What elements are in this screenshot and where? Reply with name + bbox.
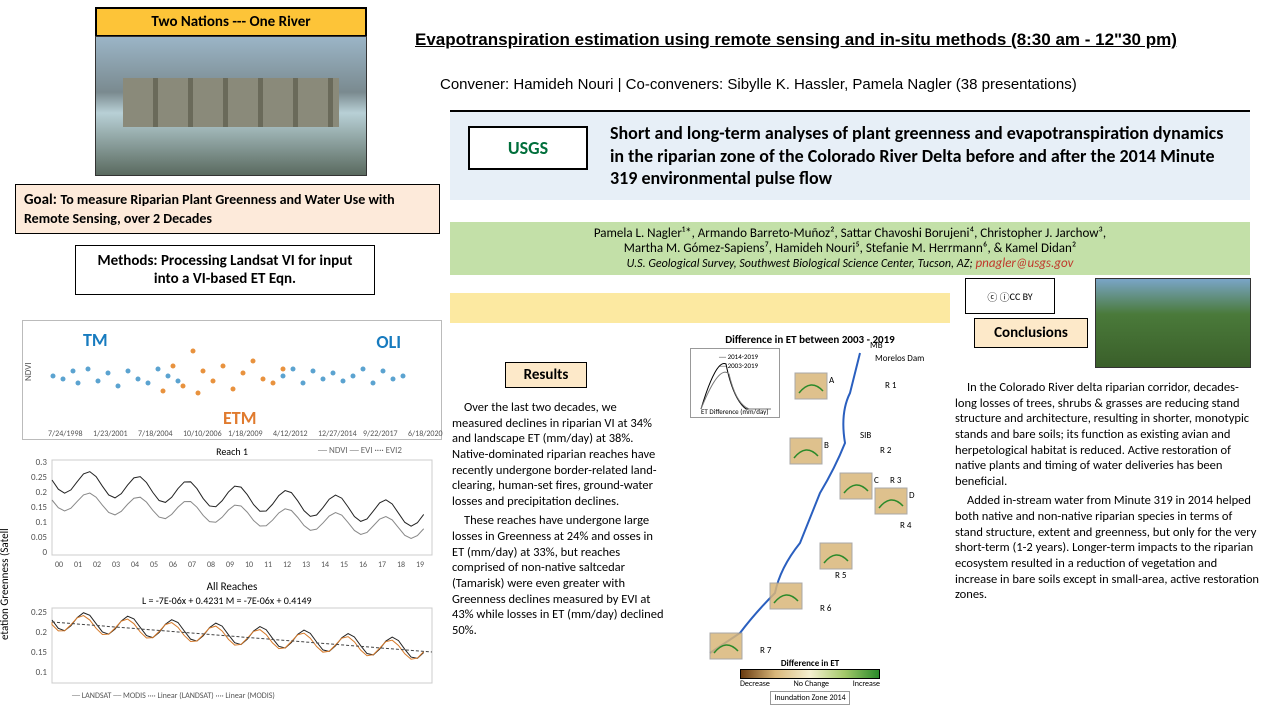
svg-text:0.2: 0.2 (36, 487, 48, 498)
results-heading: Results (505, 362, 587, 388)
svg-text:0.1: 0.1 (36, 517, 48, 528)
goal-text: To measure Riparian Plant Greenness and … (24, 191, 395, 227)
svg-text:15: 15 (340, 560, 348, 570)
svg-text:7/24/1998: 7/24/1998 (48, 429, 83, 439)
svg-text:00: 00 (55, 560, 63, 570)
svg-text:── LANDSAT ── MODIS ···· Lin: ── LANDSAT ── MODIS ···· Linear (LANDSAT… (71, 691, 275, 701)
svg-text:11: 11 (264, 560, 272, 570)
vegetation-photo (1095, 278, 1251, 368)
svg-text:R 3: R 3 (890, 475, 902, 486)
dam-photo (95, 36, 367, 176)
svg-text:03: 03 (112, 560, 120, 570)
svg-text:D: D (909, 490, 915, 501)
svg-text:R 1: R 1 (885, 380, 897, 391)
line-chart-all-reaches: All Reaches L = -7E-06x + 0.4231 M = -7E… (22, 580, 442, 720)
et-diff-legend: Difference in ET DecreaseNo ChangeIncrea… (740, 658, 880, 705)
svg-text:1/18/2009: 1/18/2009 (228, 429, 263, 439)
svg-text:0.15: 0.15 (31, 502, 47, 513)
usgs-logo: USGS (508, 137, 548, 159)
svg-text:0.2: 0.2 (36, 627, 48, 638)
allreaches-svg: 0.25 0.2 0.15 0.1 ── LANDSAT ── MODIS ···· L… (22, 580, 442, 720)
svg-text:B: B (824, 440, 829, 451)
svg-text:01: 01 (74, 560, 82, 570)
session-title: Evapotranspiration estimation using remo… (415, 30, 1255, 50)
svg-text:08: 08 (207, 560, 215, 570)
svg-text:0.05: 0.05 (31, 532, 47, 543)
authors-line-2: Martha M. Gómez-Sapiens⁷, Hamideh Nouri⁵… (456, 241, 1244, 256)
reach1-svg: 0.30.250.20.150.10.050000102030405060708… (22, 445, 442, 575)
results-p1: Over the last two decades, we measured d… (452, 400, 667, 509)
svg-text:09: 09 (226, 560, 234, 570)
scatter-svg: 7/24/1998 1/23/2001 7/18/2004 10/10/2006 1/1… (23, 321, 443, 441)
main-poster-title: Short and long-term analyses of plant gr… (610, 122, 1236, 190)
svg-text:R 7: R 7 (760, 645, 772, 656)
svg-text:R 5: R 5 (835, 570, 847, 581)
svg-text:10/10/2006: 10/10/2006 (183, 429, 222, 439)
difference-map: Difference in ET between 2003 - 2019 ── … (680, 333, 940, 713)
svg-text:19: 19 (416, 560, 424, 570)
svg-text:18: 18 (397, 560, 405, 570)
conclusions-heading: Conclusions (974, 318, 1088, 348)
svg-text:07: 07 (188, 560, 196, 570)
svg-text:17: 17 (378, 560, 386, 570)
svg-text:0.3: 0.3 (36, 457, 48, 468)
svg-text:MB: MB (870, 340, 883, 351)
svg-text:A: A (829, 375, 835, 386)
conclusions-text: In the Colorado River delta riparian cor… (955, 380, 1260, 607)
scatter-chart-ndvi: TM OLI ETM 7/24/19981/23/20017/18/200410… (22, 320, 442, 440)
svg-text:R 6: R 6 (820, 603, 832, 614)
svg-text:05: 05 (150, 560, 158, 570)
title-band: USGS Short and long-term analyses of pla… (450, 110, 1250, 200)
svg-text:4/12/2012: 4/12/2012 (273, 429, 308, 439)
results-text: Over the last two decades, we measured d… (452, 400, 667, 642)
cc-by-badge: ⓒ ⓘCC BY (965, 278, 1055, 314)
svg-text:12/27/2014: 12/27/2014 (318, 429, 357, 439)
svg-text:NDVI: NDVI (23, 362, 34, 381)
contact-email: pnagler@usgs.gov (976, 256, 1074, 271)
svg-text:0.25: 0.25 (31, 607, 47, 618)
author-band: Pamela L. Nagler¹*, Armando Barreto-Muño… (450, 222, 1250, 275)
convener-line: Convener: Hamideh Nouri | Co-conveners: … (440, 76, 1250, 93)
affiliation: U.S. Geological Survey, Southwest Biolog… (627, 257, 973, 271)
conclusions-p1: In the Colorado River delta riparian cor… (955, 380, 1260, 489)
goal-label: Goal: (24, 191, 57, 209)
svg-text:10: 10 (245, 560, 253, 570)
svg-text:1/23/2001: 1/23/2001 (93, 429, 128, 439)
line-chart-reach1: Reach 1 ── NDVI ── EVI ···· EVI2 0.30.25… (22, 445, 442, 575)
svg-text:SIB: SIB (860, 430, 871, 441)
svg-text:02: 02 (93, 560, 101, 570)
svg-text:04: 04 (131, 560, 139, 570)
svg-text:0: 0 (42, 547, 47, 558)
svg-text:6/18/2020: 6/18/2020 (408, 429, 443, 439)
results-p2: These reaches have undergone large losse… (452, 513, 667, 638)
svg-text:0.1: 0.1 (36, 667, 48, 678)
svg-text:7/18/2004: 7/18/2004 (138, 429, 173, 439)
yellow-strip (450, 293, 950, 323)
svg-text:Morelos Dam: Morelos Dam (875, 353, 924, 364)
usgs-logo-box: USGS (468, 126, 588, 170)
banner-two-nations: Two Nations --- One River (95, 7, 367, 37)
svg-text:13: 13 (302, 560, 310, 570)
svg-text:0.15: 0.15 (31, 647, 47, 658)
goal-box: Goal: To measure Riparian Plant Greennes… (15, 184, 440, 234)
svg-text:9/22/2017: 9/22/2017 (363, 429, 398, 439)
svg-text:R 2: R 2 (880, 445, 892, 456)
authors-line-1: Pamela L. Nagler¹*, Armando Barreto-Muño… (456, 226, 1244, 241)
svg-text:16: 16 (359, 560, 367, 570)
river-svg: MB Morelos Dam R 1 SIB R 2 R 3 R 4 R 5 R 6 R 7 A B C… (680, 333, 940, 693)
rotated-ylabel: etation Greenness (Satell (0, 528, 11, 640)
svg-text:0.25: 0.25 (31, 472, 47, 483)
svg-text:06: 06 (169, 560, 177, 570)
conclusions-p2: Added in-stream water from Minute 319 in… (955, 493, 1260, 602)
methods-box: Methods: Processing Landsat VI for input… (75, 245, 375, 295)
svg-text:R 4: R 4 (900, 520, 912, 531)
svg-text:C: C (874, 475, 879, 486)
svg-text:14: 14 (321, 560, 329, 570)
svg-text:12: 12 (283, 560, 291, 570)
